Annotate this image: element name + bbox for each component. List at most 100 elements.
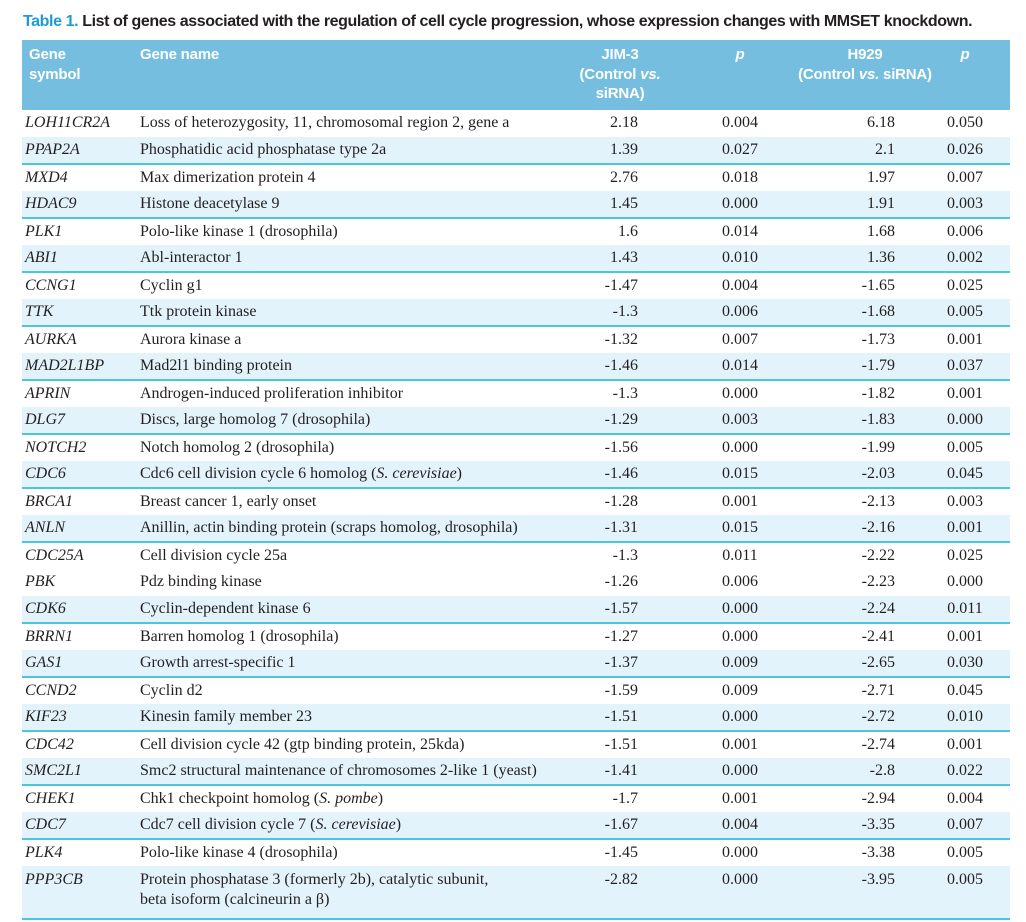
- jim3-foldchange-cell: 1.43: [560, 244, 700, 273]
- h929-foldchange-cell: -2.94: [861, 789, 895, 807]
- gene-symbol-header-line1: Gene: [29, 46, 66, 63]
- table-row: CDC42 Cell division cycle 42 (gtp binding…: [22, 731, 1010, 758]
- gene-name-cell: Kinesin family member 23: [140, 703, 560, 732]
- jim3-foldchange-cell: -1.31: [560, 514, 700, 543]
- gene-name-cell: Cyclin d2: [140, 681, 203, 699]
- h929-foldchange-cell: -2.74: [861, 735, 895, 753]
- table-row: ABI1 Abl-interactor 1 1.43 0.010 1.36 0.002: [22, 244, 1010, 273]
- jim3-pvalue-cell: 0.000: [700, 595, 795, 624]
- gene-symbol-cell: CDC42: [25, 735, 74, 753]
- h929-pvalue-cell: 0.001: [947, 627, 983, 645]
- h929-foldchange-cell: -1.65: [861, 276, 895, 294]
- jim3-pvalue-cell: 0.006: [722, 573, 758, 591]
- jim3-foldchange-cell: -1.67: [560, 811, 700, 840]
- gene-table-body: LOH11CR2A Loss of heterozygosity, 11, chr…: [22, 110, 1010, 920]
- h929-pvalue-cell: 0.004: [947, 789, 983, 807]
- jim3-pvalue-cell: 0.004: [722, 276, 758, 294]
- gene-symbol-cell: PLK4: [25, 843, 63, 861]
- table-row: CHEK1 Chk1 checkpoint homolog (S. pombe) -…: [22, 785, 1010, 812]
- table-title: Table 1. List of genes associated with t…: [23, 13, 1010, 31]
- jim3-foldchange-cell: -1.45: [604, 843, 638, 861]
- jim3-pvalue-cell: 0.015: [700, 460, 795, 489]
- gene-expression-table: Gene symbol Gene name JIM-3 (Control vs. s…: [22, 40, 1010, 920]
- gene-name-cell: Breast cancer 1, early onset: [140, 492, 317, 510]
- gene-symbol-cell: CDK6: [22, 595, 140, 624]
- gene-symbol-cell: CDC6: [22, 460, 140, 489]
- table-row: PPAP2A Phosphatidic acid phosphatase type…: [22, 136, 1010, 165]
- gene-symbol-cell: CCNG1: [25, 276, 77, 294]
- jim3-pvalue-cell: 0.001: [722, 492, 758, 510]
- h929-pvalue-cell: 0.001: [947, 384, 983, 402]
- gene-symbol-cell: ANLN: [22, 514, 140, 543]
- h929-pvalue-cell: 0.050: [947, 114, 983, 132]
- table-row: NOTCH2 Notch homolog 2 (drosophila) -1.56 0…: [22, 434, 1010, 461]
- jim3-pvalue-cell: 0.010: [700, 244, 795, 273]
- h929-foldchange-cell: -3.95: [795, 865, 935, 920]
- gene-symbol-cell: CDC25A: [25, 546, 84, 564]
- table-row: PLK1 Polo-like kinase 1 (drosophila) 1.6 0.…: [22, 218, 1010, 245]
- gene-name-cell: Discs, large homolog 7 (drosophila): [140, 406, 560, 435]
- table-row: PLK4 Polo-like kinase 4 (drosophila) -1.45…: [22, 839, 1010, 866]
- jim3-foldchange-cell: 1.45: [560, 190, 700, 219]
- h929-foldchange-cell: -1.99: [861, 438, 895, 456]
- gene-symbol-cell: PPAP2A: [22, 136, 140, 165]
- gene-name-cell: Histone deacetylase 9: [140, 190, 560, 219]
- h929-pvalue-cell: 0.022: [935, 757, 1010, 786]
- jim3-foldchange-cell: -1.59: [604, 681, 638, 699]
- h929-foldchange-cell: -2.41: [861, 627, 895, 645]
- jim3-pvalue-cell: 0.014: [700, 352, 795, 381]
- h929-pvalue-cell: 0.025: [947, 276, 983, 294]
- h929-pvalue-cell: 0.045: [935, 460, 1010, 489]
- h929-pvalue-cell: 0.001: [935, 514, 1010, 543]
- jim3-foldchange-cell: -2.82: [560, 865, 700, 920]
- jim3-foldchange-cell: -1.46: [560, 460, 700, 489]
- h929-pvalue-cell: 0.005: [947, 843, 983, 861]
- table-row: BRRN1 Barren homolog 1 (drosophila) -1.27 0…: [22, 623, 1010, 650]
- col-header-p-jim3: p: [700, 40, 795, 110]
- jim3-foldchange-cell: -1.7: [612, 789, 638, 807]
- p-header-label: p: [735, 46, 745, 63]
- gene-name-cell: Max dimerization protein 4: [140, 168, 316, 186]
- h929-pvalue-cell: 0.001: [947, 330, 983, 348]
- jim3-foldchange-cell: -1.41: [560, 757, 700, 786]
- h929-foldchange-cell: -1.79: [795, 352, 935, 381]
- gene-symbol-cell: NOTCH2: [25, 438, 87, 456]
- gene-symbol-cell: MAD2L1BP: [22, 352, 140, 381]
- table-row: SMC2L1 Smc2 structural maintenance of chr…: [22, 757, 1010, 786]
- h929-foldchange-cell: 1.36: [795, 244, 935, 273]
- gene-symbol-cell: BRRN1: [25, 627, 73, 645]
- gene-name-cell: Cyclin g1: [140, 276, 203, 294]
- gene-name-cell: Androgen-induced proliferation inhibitor: [140, 384, 404, 402]
- jim3-pvalue-cell: 0.003: [700, 406, 795, 435]
- h929-foldchange-cell: -2.65: [795, 649, 935, 678]
- jim3-pvalue-cell: 0.000: [722, 627, 758, 645]
- table-row: BRCA1 Breast cancer 1, early onset -1.28 0.…: [22, 488, 1010, 515]
- gene-symbol-cell: BRCA1: [25, 492, 73, 510]
- h929-foldchange-cell: 1.68: [867, 222, 895, 240]
- jim3-foldchange-cell: -1.26: [604, 573, 638, 591]
- table-row: MAD2L1BP Mad2l1 binding protein -1.46 0.014…: [22, 352, 1010, 381]
- table-row: KIF23 Kinesin family member 23 -1.51 0.000-…: [22, 703, 1010, 732]
- col-header-gene-name: Gene name: [140, 40, 560, 110]
- table-row: MXD4 Max dimerization protein 4 2.76 0.018 1…: [22, 164, 1010, 191]
- h929-pvalue-cell: 0.003: [947, 492, 983, 510]
- jim3-pvalue-cell: 0.011: [722, 546, 758, 564]
- jim3-pvalue-cell: 0.014: [722, 222, 758, 240]
- gene-name-cell: Ttk protein kinase: [140, 298, 560, 327]
- gene-name-cell: Chk1 checkpoint homolog (S. pombe): [140, 789, 384, 807]
- gene-symbol-cell: DLG7: [22, 406, 140, 435]
- gene-name-cell: Mad2l1 binding protein: [140, 352, 560, 381]
- gene-symbol-cell: PLK1: [25, 222, 63, 240]
- table-row: PPP3CB Protein phosphatase 3 (formerly 2b…: [22, 865, 1010, 920]
- table-row: HDAC9 Histone deacetylase 9 1.45 0.000 1.91 0…: [22, 190, 1010, 219]
- h929-foldchange-cell: -1.82: [861, 384, 895, 402]
- table-row: CDC6 Cdc6 cell division cycle 6 homolog (…: [22, 460, 1010, 489]
- gene-symbol-cell: LOH11CR2A: [25, 114, 111, 132]
- h929-foldchange-cell: 1.91: [795, 190, 935, 219]
- gene-symbol-cell: APRIN: [25, 384, 71, 402]
- h929-foldchange-cell: -2.13: [861, 492, 895, 510]
- gene-name-cell: Cdc7 cell division cycle 7 (S. cerevisia…: [140, 811, 560, 840]
- gene-name-cell: Abl-interactor 1: [140, 244, 560, 273]
- jim3-pvalue-cell: 0.000: [700, 703, 795, 732]
